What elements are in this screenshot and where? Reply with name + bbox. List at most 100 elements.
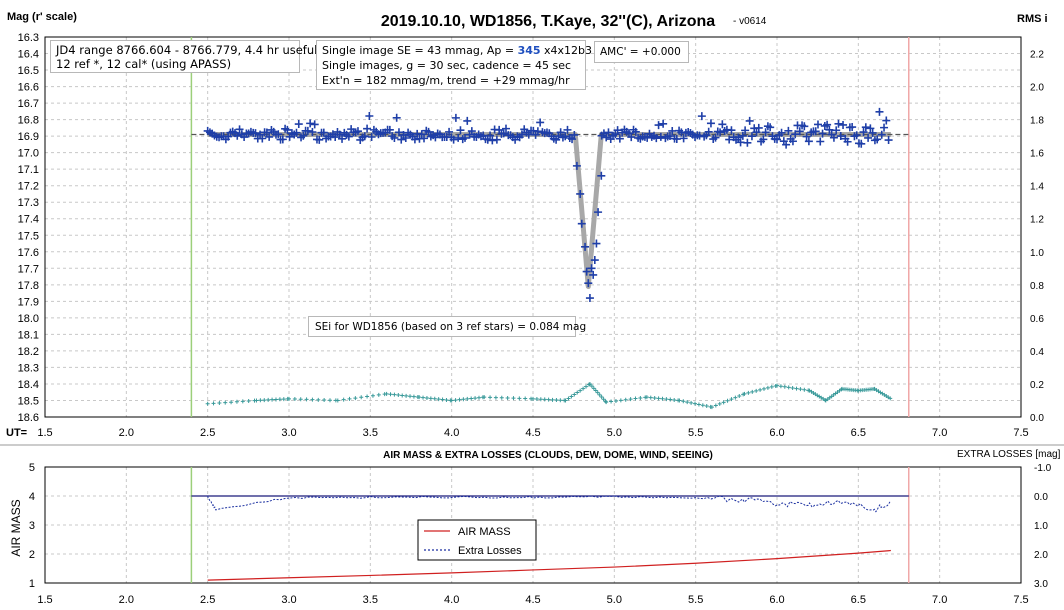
rms-point <box>270 397 275 402</box>
data-point <box>235 125 244 134</box>
rms-point <box>316 397 321 402</box>
data-point <box>843 137 852 146</box>
data-point <box>659 119 668 128</box>
top-x-tick-label: 3.0 <box>281 427 296 439</box>
top-y-tick-label: 17.8 <box>18 280 39 292</box>
rms-point <box>778 384 783 389</box>
rms-point <box>566 396 571 401</box>
rms-point <box>587 381 592 386</box>
data-point <box>795 127 804 136</box>
data-point <box>734 133 743 142</box>
data-point <box>570 130 579 139</box>
rms-point <box>417 395 422 400</box>
rms-point <box>689 400 694 405</box>
top-y-tick-label: 17.1 <box>18 164 39 176</box>
rms-point <box>672 397 677 402</box>
data-point <box>582 267 591 276</box>
rms-point <box>240 399 245 404</box>
data-point <box>292 128 301 137</box>
data-point <box>761 128 770 137</box>
rms-point <box>693 401 698 406</box>
data-point <box>868 128 877 137</box>
bottom-x-tick-label: 2.0 <box>119 594 134 606</box>
rms-point <box>888 396 893 401</box>
data-point <box>665 131 674 140</box>
top-x-tick-label: 3.5 <box>363 427 378 439</box>
data-point <box>697 112 706 121</box>
data-point <box>615 134 624 143</box>
bottom-y-tick-label: 4 <box>29 491 35 503</box>
rms-point <box>376 392 381 397</box>
rms-point <box>488 395 493 400</box>
data-point <box>589 270 598 279</box>
data-point <box>424 127 433 136</box>
top-x-tick-label: 6.0 <box>769 427 784 439</box>
rms-point <box>769 384 774 389</box>
data-point <box>738 131 747 140</box>
rms-point <box>664 397 669 402</box>
rms-point <box>656 396 661 401</box>
rms-point <box>589 384 594 389</box>
rms-point <box>758 387 763 392</box>
rms-point <box>246 399 251 404</box>
rms-point <box>668 397 673 402</box>
bottom-x-tick-label: 3.5 <box>363 594 378 606</box>
top-y-tick-label: 16.5 <box>18 65 39 77</box>
data-point <box>390 133 399 142</box>
ut-axis-label: UT= <box>6 427 27 439</box>
top-y-tick-label: 17.4 <box>18 214 39 226</box>
rms-point <box>554 398 559 403</box>
data-point <box>718 120 727 129</box>
rms-point <box>273 397 278 402</box>
data-point <box>884 136 893 145</box>
data-point <box>463 116 472 125</box>
data-point <box>467 127 476 136</box>
data-point <box>577 219 586 228</box>
data-point <box>308 128 317 136</box>
rms-point <box>408 394 413 399</box>
data-point <box>486 131 495 140</box>
rms-point <box>569 394 574 399</box>
data-point <box>672 135 681 144</box>
rms-point <box>572 392 577 397</box>
data-point <box>704 127 713 136</box>
data-point <box>791 130 800 139</box>
top-y-tick-label: 18.2 <box>18 346 39 358</box>
data-point <box>262 128 271 137</box>
data-point <box>590 256 599 265</box>
rms-point <box>538 397 543 402</box>
data-point <box>594 208 603 217</box>
data-point <box>331 133 340 142</box>
top-y-tick-label: 17.0 <box>18 148 39 160</box>
data-point <box>813 120 822 129</box>
info-box-settings: Single image SE = 43 mmag, Ap = 345 x4x1… <box>316 40 592 90</box>
data-point <box>716 128 725 137</box>
bottom-x-tick-label: 4.0 <box>444 594 459 606</box>
rms-point <box>633 396 638 401</box>
data-point <box>800 122 809 131</box>
top-y-axis-label: Mag (r' scale) <box>7 11 77 23</box>
data-point <box>536 118 545 127</box>
data-point <box>585 294 594 303</box>
rms-point <box>428 396 433 401</box>
rms-point <box>310 397 315 402</box>
data-point <box>517 130 526 139</box>
rms-point <box>396 393 401 398</box>
rms-point <box>370 393 375 398</box>
data-point <box>581 242 590 251</box>
data-point <box>852 131 861 140</box>
data-point <box>773 135 781 144</box>
rms-point <box>765 385 770 390</box>
bottom-y2-tick-label: 2.0 <box>1034 550 1048 561</box>
top-x-tick-label: 6.5 <box>851 427 866 439</box>
data-point <box>604 128 613 137</box>
data-point <box>736 138 745 147</box>
data-point <box>563 125 572 134</box>
rms-point <box>729 397 734 402</box>
rms-point <box>648 395 653 400</box>
rms-point <box>292 397 297 402</box>
data-point <box>303 126 312 135</box>
data-point <box>561 132 570 141</box>
rms-point <box>327 398 332 403</box>
